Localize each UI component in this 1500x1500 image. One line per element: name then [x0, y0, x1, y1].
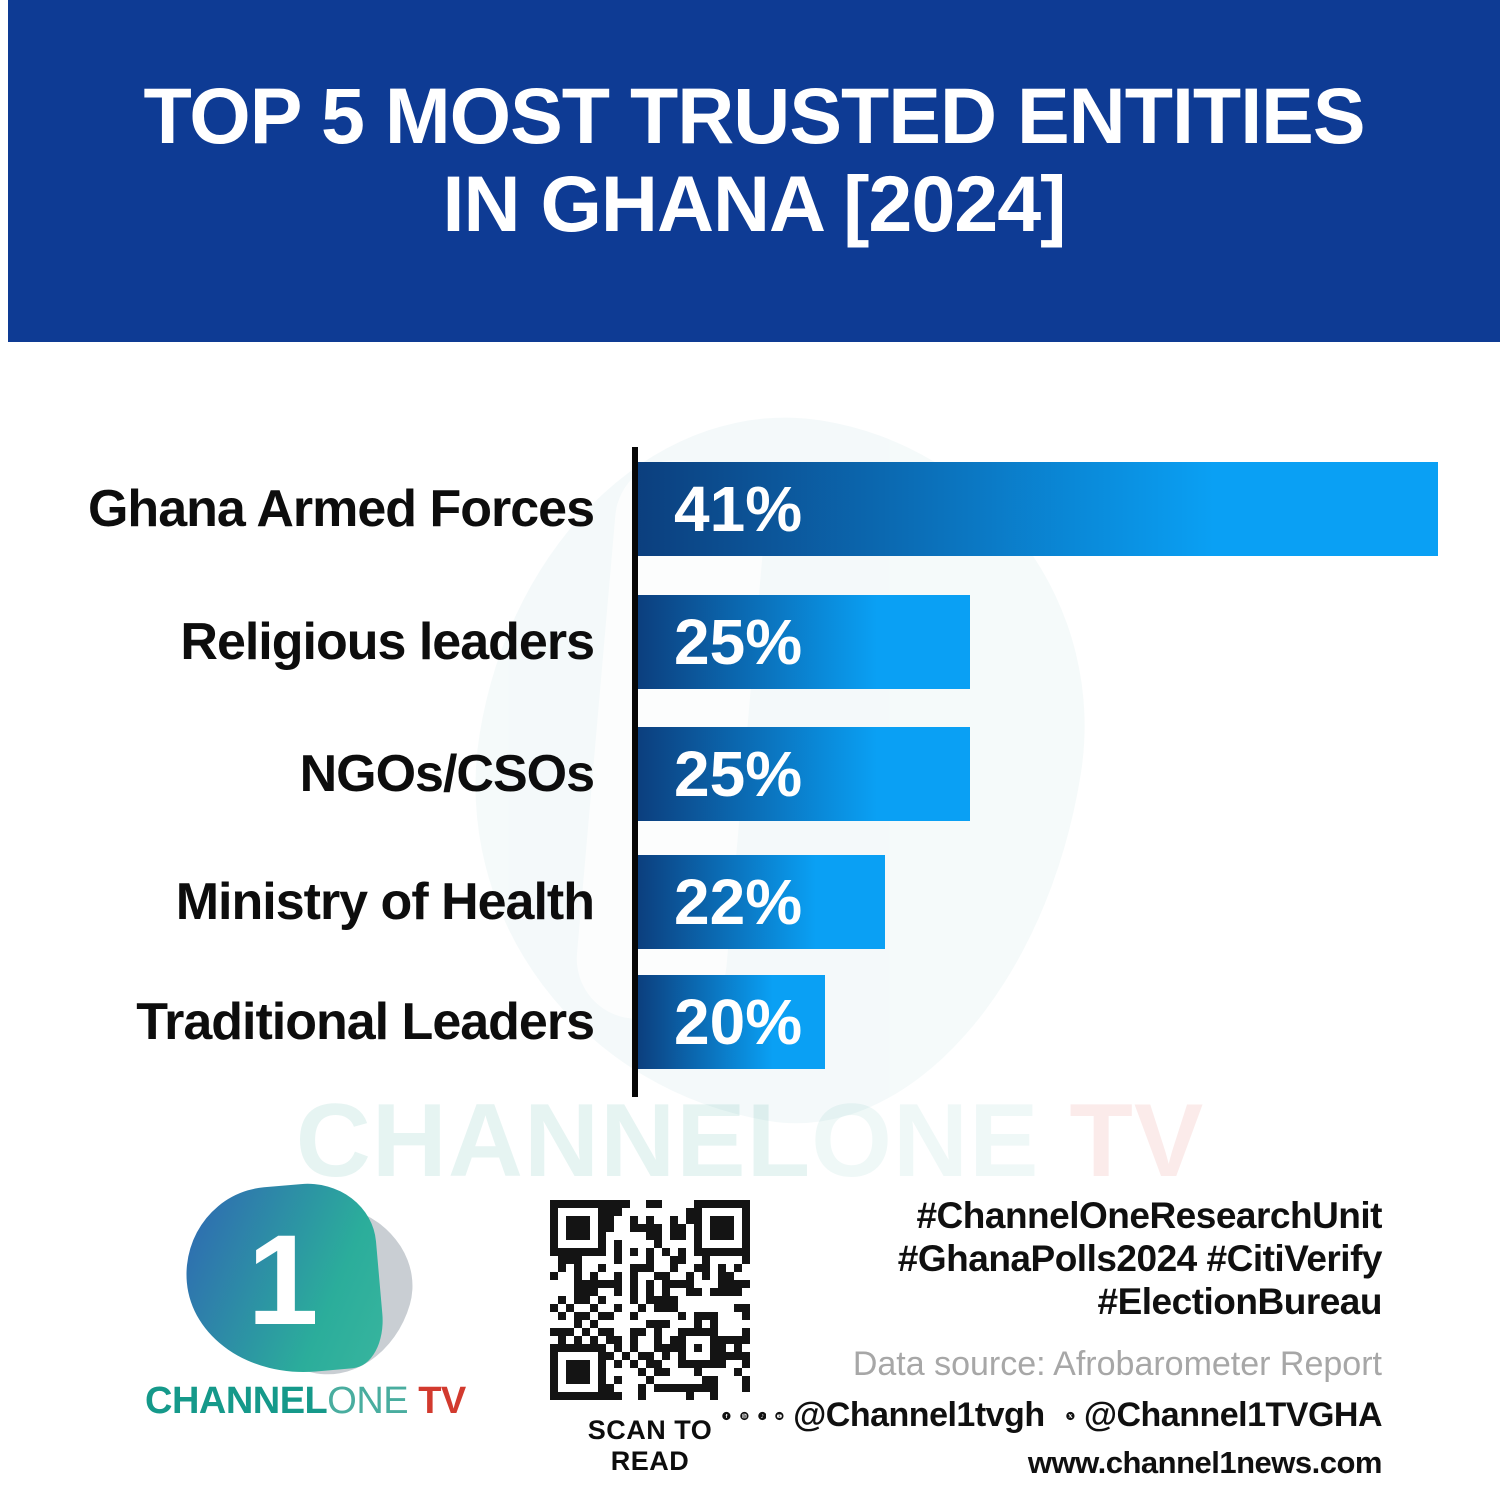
- bar-category-label: NGOs/CSOs: [299, 745, 595, 803]
- qr-code: [550, 1200, 750, 1400]
- facebook-icon: f: [722, 1411, 731, 1420]
- logo-mark: 1: [179, 1177, 387, 1383]
- footer-info: #ChannelOneResearchUnit #GhanaPolls2024 …: [722, 1194, 1383, 1481]
- bar: 41%: [638, 462, 1438, 556]
- logo-wordmark-channel: CHANNEL: [145, 1380, 328, 1422]
- bar: 22%: [638, 855, 885, 949]
- header-banner: TOP 5 MOST TRUSTED ENTITIES IN GHANA [20…: [8, 0, 1500, 342]
- bar-value-label: 41%: [674, 473, 803, 545]
- svg-text:f: f: [725, 1414, 727, 1420]
- social-row: f ♪ @Channel1tvgh @C: [722, 1396, 1383, 1435]
- chart-axis-line: [632, 447, 638, 1097]
- social-handle-2: @Channel1TVGHA: [1083, 1396, 1383, 1434]
- watermark-channel: CHANNEL: [295, 1083, 812, 1199]
- watermark-one: ONE: [811, 1083, 1040, 1199]
- bar-category-label: Religious leaders: [180, 613, 595, 671]
- logo-wordmark: CHANNELONE TV: [145, 1380, 466, 1423]
- watermark-tv-text: TV: [1069, 1083, 1205, 1199]
- logo-numeral-one: 1: [247, 1208, 319, 1352]
- channel-one-logo: 1 CHANNELONE TV: [145, 1177, 466, 1432]
- qr-block: SCAN TO READ: [550, 1200, 750, 1477]
- data-source-text: Data source: Afrobarometer Report: [852, 1345, 1382, 1383]
- bar: 25%: [638, 727, 970, 821]
- channel-watermark-text: CHANNELONE TV: [0, 1082, 1500, 1201]
- youtube-icon: [775, 1411, 784, 1420]
- bar-category-label: Ghana Armed Forces: [87, 480, 595, 538]
- page-title: TOP 5 MOST TRUSTED ENTITIES IN GHANA [20…: [8, 71, 1500, 249]
- social-handle-1: @Channel1tvgh: [793, 1396, 1045, 1434]
- page-title-line2: IN GHANA [2024]: [442, 159, 1067, 249]
- bar: 25%: [638, 595, 970, 689]
- bar-value-label: 25%: [674, 606, 803, 678]
- instagram-icon: [740, 1411, 749, 1420]
- hashtag-line-1: #ChannelOneResearchUnit: [916, 1195, 1382, 1236]
- bar-value-label: 20%: [674, 986, 803, 1058]
- bar-value-label: 22%: [674, 866, 803, 938]
- qr-caption: SCAN TO READ: [587, 1415, 713, 1476]
- svg-text:♪: ♪: [760, 1414, 763, 1420]
- hashtag-line-2: #GhanaPolls2024 #CitiVerify: [897, 1238, 1383, 1279]
- x-icon: [1066, 1411, 1075, 1420]
- logo-wordmark-tv: TV: [408, 1380, 466, 1422]
- tiktok-icon: ♪: [757, 1411, 767, 1420]
- bar: 20%: [638, 975, 825, 1069]
- website-url: www.channel1news.com: [1027, 1445, 1383, 1480]
- page-title-line1: TOP 5 MOST TRUSTED ENTITIES: [143, 71, 1365, 160]
- bar-category-label: Ministry of Health: [175, 873, 595, 931]
- bar-value-label: 25%: [674, 738, 803, 810]
- logo-wordmark-one: ONE: [327, 1380, 409, 1422]
- watermark-tv: [1039, 1083, 1069, 1199]
- hashtag-line-3: #ElectionBureau: [1097, 1281, 1383, 1322]
- bar-category-label: Traditional Leaders: [136, 993, 595, 1051]
